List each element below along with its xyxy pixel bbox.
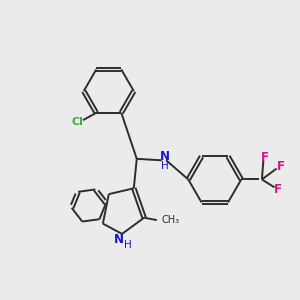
Text: N: N xyxy=(160,150,170,163)
Text: N: N xyxy=(114,233,124,246)
Text: Cl: Cl xyxy=(71,117,83,127)
Text: F: F xyxy=(277,160,285,173)
Text: F: F xyxy=(261,151,269,164)
Text: F: F xyxy=(274,183,282,196)
Text: CH₃: CH₃ xyxy=(162,215,180,225)
Text: H: H xyxy=(161,160,169,171)
Text: H: H xyxy=(124,240,132,250)
